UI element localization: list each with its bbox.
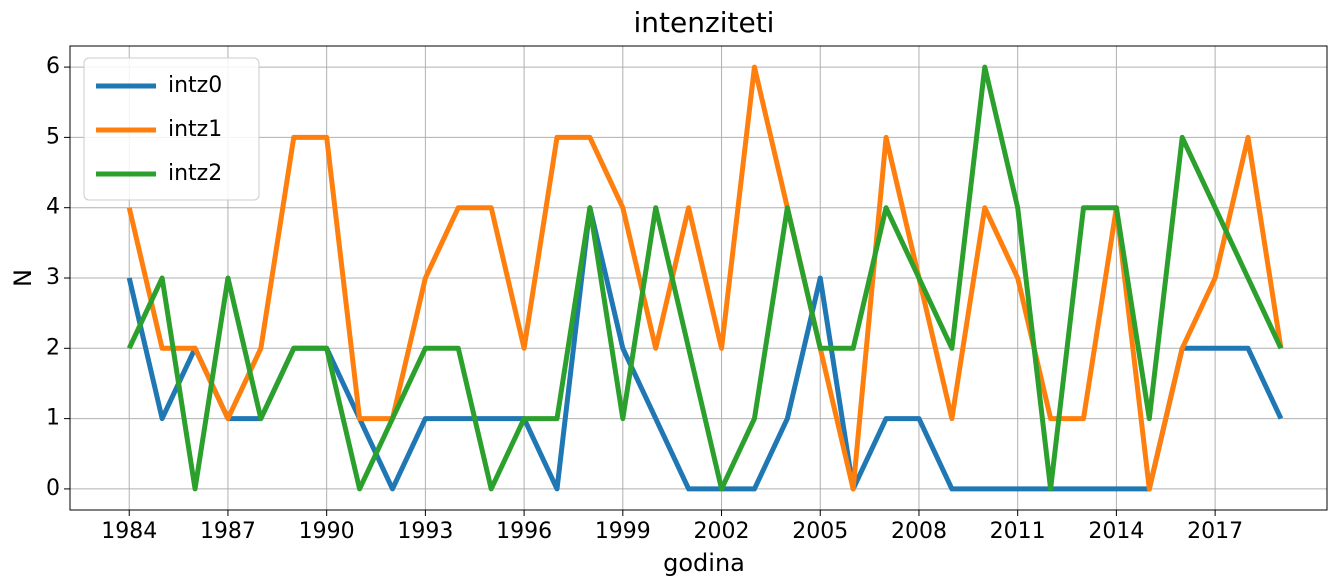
legend-label: intz1	[168, 117, 222, 142]
x-tick-label: 2008	[891, 519, 947, 544]
y-tick-label: 5	[46, 124, 60, 149]
x-tick-label: 1984	[101, 519, 157, 544]
y-tick-label: 3	[46, 265, 60, 290]
line-series	[126, 64, 1284, 492]
legend-label: intz2	[168, 161, 222, 186]
x-tick-label: 1990	[299, 519, 355, 544]
x-tick-label: 2014	[1088, 519, 1144, 544]
x-tick-label: 1987	[200, 519, 256, 544]
x-tick-label: 2011	[990, 519, 1046, 544]
x-tick-label: 2017	[1187, 519, 1243, 544]
x-tick-label: 1999	[595, 519, 651, 544]
plot-frame	[69, 45, 1328, 511]
legend-box	[83, 57, 260, 201]
y-tick-label: 1	[46, 406, 60, 431]
y-axis-label: N	[9, 269, 37, 287]
x-tick-label: 2002	[694, 519, 750, 544]
line-series	[126, 64, 1284, 492]
y-tick-label: 4	[46, 195, 60, 220]
y-tick-label: 0	[46, 476, 60, 501]
x-axis-label: godina	[663, 549, 745, 577]
y-tick-label: 6	[46, 54, 60, 79]
x-tick-label: 2005	[792, 519, 848, 544]
chart-title: intenziteti	[634, 6, 775, 39]
y-tick-label: 2	[46, 335, 60, 360]
x-tick-label: 1993	[397, 519, 453, 544]
x-tick-label: 1996	[496, 519, 552, 544]
legend: intz0 intz1 intz2	[83, 57, 260, 201]
legend-label: intz0	[168, 73, 222, 98]
